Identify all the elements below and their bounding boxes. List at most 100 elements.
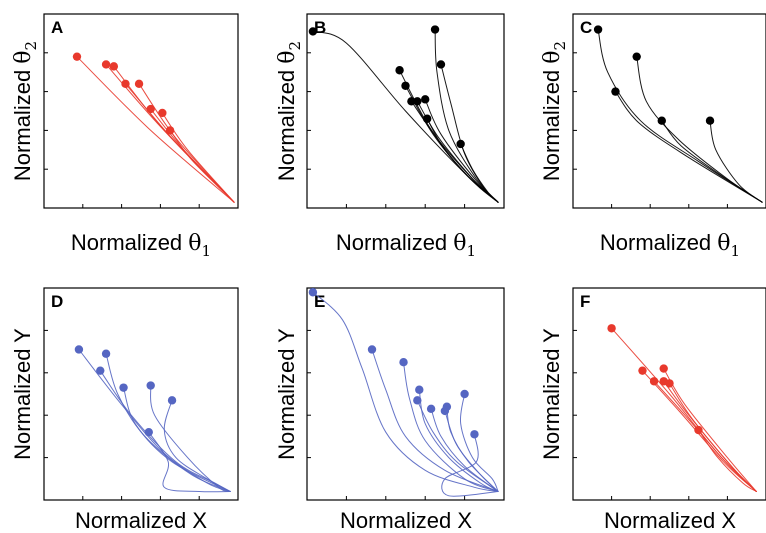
trajectory-line (669, 382, 757, 492)
start-markers (593, 25, 715, 125)
x-axis-label: Normalized θ1 (600, 230, 740, 260)
trajectory-line (169, 129, 235, 203)
x-axis-label: Normalized X (340, 508, 472, 533)
axis-ticks (307, 52, 466, 208)
start-point (367, 345, 377, 354)
start-point (395, 66, 404, 75)
y-axis-label: Normalized θ2 (539, 41, 569, 181)
start-markers (72, 52, 175, 135)
start-point (134, 79, 144, 89)
panel-c: C Normalized θ2 Normalized θ1 (539, 13, 766, 260)
x-axis-label: Normalized X (604, 508, 736, 533)
start-point (101, 60, 111, 69)
start-point (146, 381, 155, 390)
trajectory-line (459, 393, 499, 492)
start-point (422, 114, 432, 123)
panel-d: D Normalized Y Normalized X (10, 287, 239, 533)
trajectory-line (653, 380, 757, 492)
trajectory-line (444, 410, 499, 492)
start-point (407, 97, 416, 106)
trajectory-line (597, 29, 763, 203)
panel-letter: D (51, 292, 63, 311)
start-point (657, 116, 666, 125)
start-point (308, 27, 318, 36)
start-point (440, 406, 450, 416)
panel-letter: A (51, 18, 63, 37)
start-point (694, 425, 703, 435)
y-axis-label: Normalized θ2 (10, 41, 40, 181)
trajectory-line (446, 406, 499, 492)
start-point (665, 379, 674, 388)
trajectories (312, 291, 499, 497)
plot-frame (306, 13, 505, 209)
trajectory-line (434, 29, 499, 203)
plot-frame (43, 13, 239, 209)
start-point (96, 366, 105, 375)
trajectory-line (642, 370, 757, 492)
start-point (593, 25, 603, 34)
trajectory-line (399, 69, 499, 203)
trajectories (597, 29, 763, 203)
panel-letter: C (580, 18, 592, 37)
y-axis-label: Normalized θ2 (274, 41, 304, 181)
start-point (649, 377, 659, 386)
start-point (146, 104, 155, 114)
trajectory-line (163, 399, 231, 492)
panel-e: E Normalized Y Normalized X (274, 287, 505, 533)
trajectory-line (636, 56, 763, 203)
x-axis-label: Normalized X (75, 508, 207, 533)
trajectory-line (138, 83, 235, 203)
start-markers (308, 25, 465, 149)
axis-ticks (573, 52, 728, 208)
start-point (426, 404, 436, 414)
start-point (460, 389, 469, 399)
y-axis-label: Normalized Y (274, 328, 299, 460)
trajectory-line (709, 120, 763, 203)
trajectory-line (416, 399, 499, 492)
axis-ticks (307, 329, 466, 500)
trajectories (611, 327, 757, 492)
start-point (308, 288, 318, 297)
start-point (421, 95, 430, 104)
start-point (659, 364, 668, 373)
trajectory-line (150, 385, 231, 492)
start-point (413, 396, 422, 405)
plot-frame (572, 287, 766, 501)
start-point (456, 139, 465, 149)
start-point (470, 430, 479, 439)
axis-ticks (44, 329, 200, 500)
start-point (119, 383, 128, 392)
plot-frame (43, 287, 239, 501)
start-point (638, 366, 647, 375)
panel-letter: F (580, 292, 590, 311)
start-markers (308, 288, 479, 439)
start-point (607, 324, 616, 333)
trajectory-line (424, 98, 499, 203)
plot-frame (572, 13, 766, 209)
trajectories (76, 56, 235, 203)
trajectory-line (418, 389, 499, 492)
trajectory-line (426, 118, 499, 203)
start-point (415, 385, 424, 394)
start-point (121, 79, 130, 89)
panel-f: F Normalized Y Normalized X (539, 287, 766, 533)
trajectory-line (312, 291, 499, 492)
start-markers (74, 345, 177, 437)
start-point (401, 81, 410, 90)
start-point (158, 108, 167, 118)
start-point (72, 52, 82, 61)
trajectory-line (661, 120, 763, 203)
start-point (101, 349, 111, 358)
start-point (399, 358, 408, 367)
axis-ticks (573, 329, 728, 500)
trajectory-line (663, 368, 757, 492)
panel-letter: E (314, 292, 325, 311)
x-axis-label: Normalized θ1 (71, 230, 211, 260)
start-point (705, 116, 715, 125)
trajectory-line (161, 112, 235, 203)
panel-a: A Normalized θ2 Normalized θ1 (10, 13, 239, 260)
trajectory-line (105, 353, 231, 492)
start-point (167, 396, 177, 405)
